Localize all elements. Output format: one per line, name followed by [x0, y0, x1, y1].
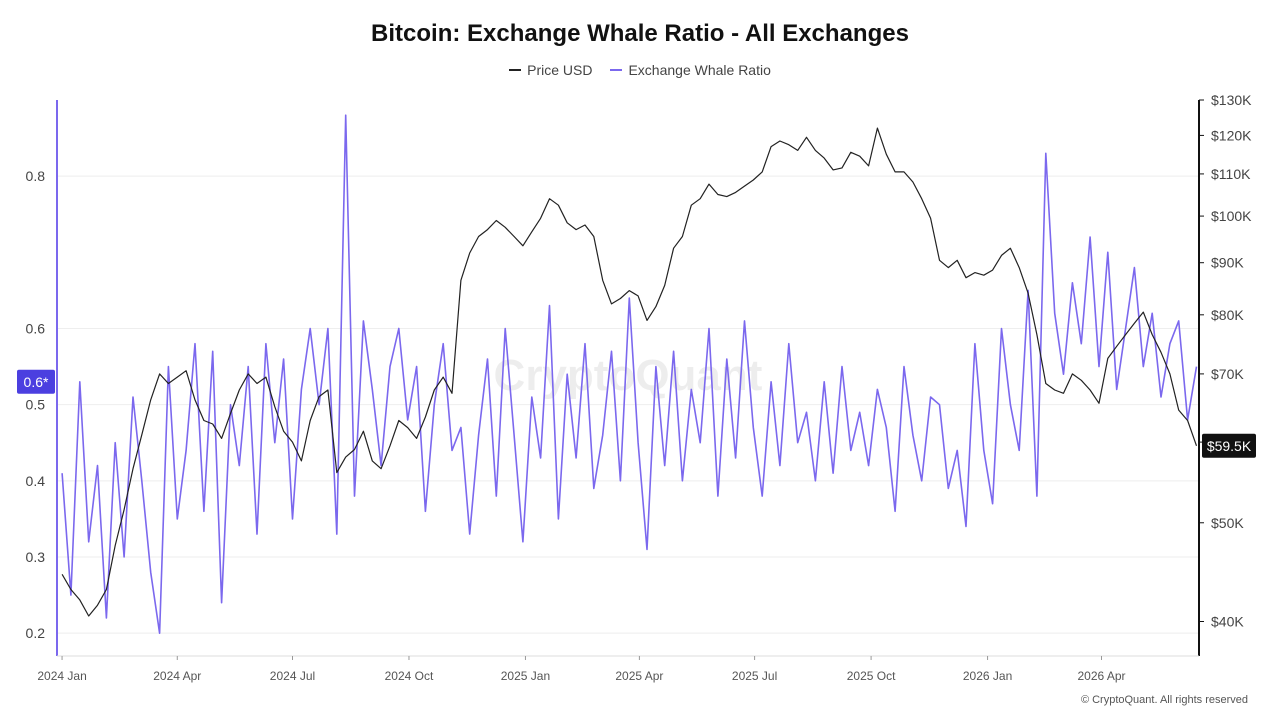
- right-tick-label: $100K: [1211, 208, 1252, 224]
- left-tick-label: 0.6: [26, 320, 46, 336]
- axes: [56, 100, 1200, 657]
- x-tick-label: 2024 Jul: [270, 669, 315, 683]
- x-tick-label: 2024 Apr: [153, 669, 201, 683]
- x-tick-label: 2026 Apr: [1077, 669, 1125, 683]
- x-tick-label: 2024 Jan: [37, 669, 86, 683]
- whale-ratio-current-value: 0.6*: [24, 374, 49, 390]
- whale-ratio-current-badge: [17, 369, 55, 394]
- legend-swatch-whale-ratio: [610, 69, 623, 71]
- price-current-value: $59.5K: [1207, 438, 1252, 454]
- current-value-badges: 0.6* $59.5K: [17, 369, 1256, 458]
- whale-ratio-series: [61, 114, 1198, 635]
- legend-swatch-price: [509, 69, 522, 71]
- right-tick-label: $110K: [1211, 166, 1251, 182]
- left-tick-label: 0.3: [26, 549, 46, 565]
- whale-ratio-line: [61, 114, 1198, 635]
- chart-title: Bitcoin: Exchange Whale Ratio - All Exch…: [371, 20, 909, 47]
- x-tick-label: 2025 Oct: [847, 669, 896, 683]
- x-tick-label: 2025 Jul: [732, 669, 777, 683]
- chart-legend: Price USD Exchange Whale Ratio: [0, 62, 1280, 78]
- copyright-text: © CryptoQuant. All rights reserved: [1080, 694, 1248, 706]
- left-axis-ticks: 0.2 0.3 0.4 0.5 0.6 0.8: [26, 168, 46, 641]
- left-tick-label: 0.8: [26, 168, 46, 184]
- watermark-text: CryptoQuant: [494, 351, 763, 400]
- legend-label-price: Price USD: [527, 62, 593, 78]
- left-tick-label: 0.5: [26, 397, 46, 413]
- right-tick-label: $70K: [1211, 366, 1244, 382]
- right-tick-label: $80K: [1211, 307, 1244, 323]
- price-current-badge: [1202, 433, 1256, 458]
- x-tick-label: 2026 Jan: [963, 669, 1012, 683]
- x-tick-label: 2025 Apr: [615, 669, 663, 683]
- right-axis-ticks: $40K$50K$60K$70K$80K$90K$100K$110K$120K$…: [1199, 92, 1252, 630]
- right-tick-label: $120K: [1211, 127, 1252, 143]
- price-series: [61, 127, 1198, 617]
- price-line: [61, 127, 1198, 617]
- legend-item-price[interactable]: Price USD: [509, 62, 592, 78]
- right-tick-label: $40K: [1211, 614, 1244, 630]
- right-tick-label: $130K: [1211, 92, 1252, 108]
- x-tick-label: 2024 Oct: [385, 669, 434, 683]
- left-tick-label: 0.4: [26, 473, 46, 489]
- x-tick-label: 2025 Jan: [501, 669, 550, 683]
- left-tick-label: 0.2: [26, 625, 46, 641]
- right-tick-label: $90K: [1211, 255, 1244, 271]
- x-axis-ticks: 2024 Jan 2024 Apr 2024 Jul 2024 Oct 2025 Jan…: [37, 656, 1126, 683]
- legend-item-whale-ratio[interactable]: Exchange Whale Ratio: [610, 62, 771, 78]
- right-tick-label: $50K: [1211, 515, 1244, 531]
- grid-lines: [57, 175, 1199, 634]
- legend-label-whale-ratio: Exchange Whale Ratio: [628, 62, 771, 78]
